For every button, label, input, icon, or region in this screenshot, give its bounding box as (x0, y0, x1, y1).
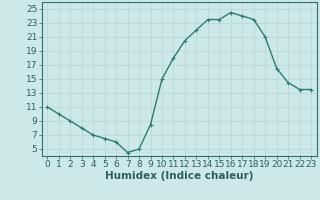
X-axis label: Humidex (Indice chaleur): Humidex (Indice chaleur) (105, 171, 253, 181)
